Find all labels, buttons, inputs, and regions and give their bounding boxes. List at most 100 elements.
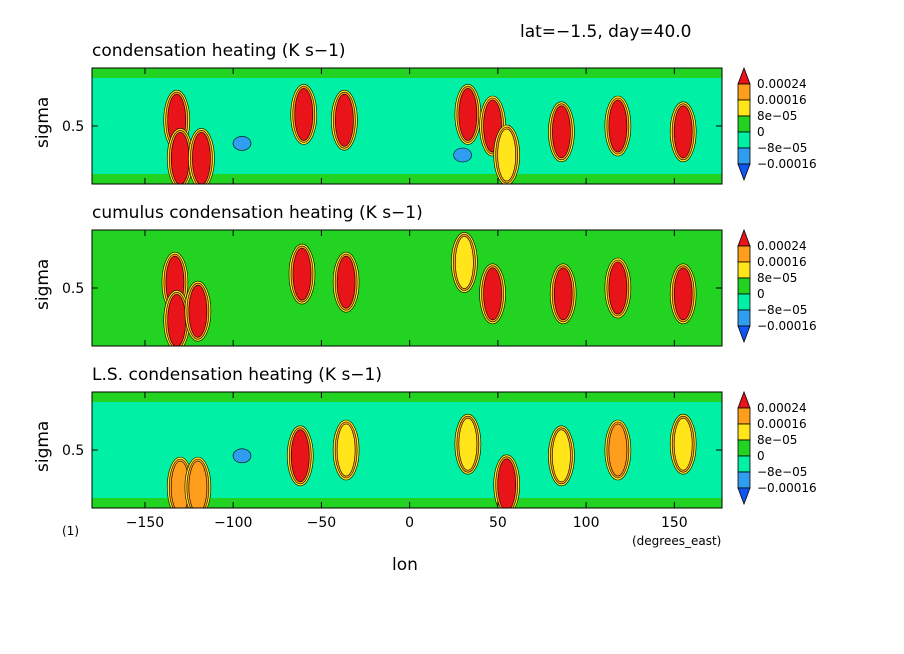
figure-header: lat=−1.5, day=40.0 <box>520 22 692 42</box>
colorbar-label: 0 <box>757 287 765 301</box>
heatmap-blob <box>479 263 506 325</box>
colorbar-legend: 0.00024 0.00016 8e−05 0 −8e−05 −0.00016 <box>737 66 817 182</box>
colorbar-label: 8e−05 <box>757 433 797 447</box>
footnote-label: (1) <box>62 524 79 538</box>
colorbar-label: −0.00016 <box>757 319 817 333</box>
colorbar-swatch <box>737 115 751 133</box>
colorbar-label: −8e−05 <box>757 465 807 479</box>
colorbar-label: 0.00024 <box>757 401 807 415</box>
x-tick-labels: −150 −100 −50 0 50 100 150 <box>126 515 688 531</box>
colorbar-swatch <box>737 471 751 489</box>
panel-2: cumulus condensation heating (K s−1) sigm… <box>33 203 817 347</box>
colorbar-swatch <box>737 261 751 279</box>
y-axis-label: sigma <box>33 97 53 148</box>
x-tick-label: −150 <box>126 515 164 531</box>
colorbar-swatch <box>737 83 751 101</box>
panel-title: condensation heating (K s−1) <box>92 41 346 61</box>
heatmap-blob <box>163 89 191 151</box>
heatmap-blob <box>604 95 632 157</box>
panel-3: L.S. condensation heating (K s−1) sigma 0.… <box>33 365 817 509</box>
heatmap-blob <box>454 84 482 145</box>
x-tick-label: 0 <box>405 515 414 531</box>
y-axis-label: sigma <box>33 259 53 310</box>
heatmap-blob <box>332 419 360 481</box>
colorbar-label: 0.00024 <box>757 77 807 91</box>
y-tick-label: 0.5 <box>62 281 84 297</box>
colorbar-label: −8e−05 <box>757 303 807 317</box>
colorbar-swatch <box>737 293 751 311</box>
panel-1: condensation heating (K s−1) sigma 0.5 0.00… <box>33 41 817 185</box>
colorbar-swatch <box>737 147 751 165</box>
colorbar-label: 0.00016 <box>757 417 807 431</box>
heatmap-blob <box>332 251 360 313</box>
heatmap-blob <box>453 147 472 163</box>
heatmap-blob <box>548 101 575 163</box>
colorbar-label: 0.00016 <box>757 93 807 107</box>
heatmap-blob <box>163 290 191 346</box>
colorbar-label: 0.00016 <box>757 255 807 269</box>
x-tick-label: 50 <box>489 515 507 531</box>
colorbar-swatch <box>737 309 751 327</box>
heatmap-blob <box>232 448 252 464</box>
y-tick-label: 0.5 <box>62 443 84 459</box>
heatmap-field <box>92 392 722 508</box>
heatmap-blob <box>451 232 478 293</box>
colorbar-swatch <box>737 487 751 506</box>
x-tick-label: 150 <box>661 515 688 531</box>
heatmap-blob <box>604 257 632 319</box>
x-units-label: (degrees_east) <box>632 534 721 548</box>
heatmap-band-bottom <box>92 174 722 184</box>
colorbar-label: −0.00016 <box>757 157 817 171</box>
colorbar-swatch <box>737 325 751 344</box>
colorbar-label: 0 <box>757 449 765 463</box>
colorbar-swatch <box>737 390 751 409</box>
heatmap-field <box>92 68 722 184</box>
heatmap-blob <box>669 413 697 475</box>
colorbar-swatch <box>737 455 751 473</box>
colorbar-label: 0.00024 <box>757 239 807 253</box>
colorbar-swatch <box>737 228 751 247</box>
x-tick-label: 100 <box>573 515 600 531</box>
heatmap-blob <box>184 456 212 508</box>
heatmap-band-top <box>92 68 722 78</box>
heatmap-blob <box>232 136 252 151</box>
heatmap-blob <box>669 263 697 325</box>
y-axis-label: sigma <box>33 421 53 472</box>
heatmap-blob <box>288 243 316 305</box>
heatmap-blob <box>184 280 212 342</box>
heatmap-blob <box>454 413 482 475</box>
colorbar-swatch <box>737 407 751 425</box>
colorbar-swatch <box>737 423 751 441</box>
colorbar-swatch <box>737 163 751 182</box>
heatmap-blob <box>286 425 314 487</box>
colorbar-swatch <box>737 66 751 85</box>
heatmap-field <box>92 230 722 346</box>
heatmap-blob <box>604 419 632 481</box>
heatmap-blob <box>331 89 358 151</box>
heatmap-band-top <box>92 392 722 402</box>
colorbar-legend: 0.00024 0.00016 8e−05 0 −8e−05 −0.00016 <box>737 228 817 344</box>
colorbar-swatch <box>737 439 751 457</box>
colorbar-label: −8e−05 <box>757 141 807 155</box>
heatmap-blob <box>493 124 521 184</box>
colorbar-label: 8e−05 <box>757 109 797 123</box>
colorbar-legend: 0.00024 0.00016 8e−05 0 −8e−05 −0.00016 <box>737 390 817 506</box>
x-tick-label: −50 <box>307 515 337 531</box>
colorbar-label: 0 <box>757 125 765 139</box>
x-axis-label: lon <box>392 555 418 575</box>
panels: condensation heating (K s−1) sigma 0.5 0.00… <box>33 41 817 509</box>
heatmap-blob <box>166 128 194 184</box>
heatmap-blob <box>548 425 575 487</box>
colorbar-label: −0.00016 <box>757 481 817 495</box>
heatmap-blob <box>493 454 521 508</box>
x-tick-label: −100 <box>214 515 252 531</box>
heatmap-blob <box>188 128 215 184</box>
panel-title: cumulus condensation heating (K s−1) <box>92 203 423 223</box>
heatmap-blob <box>669 101 697 163</box>
colorbar-swatch <box>737 245 751 263</box>
colorbar-swatch <box>737 131 751 149</box>
colorbar-swatch <box>737 99 751 117</box>
colorbar-swatch <box>737 277 751 295</box>
y-tick-label: 0.5 <box>62 119 84 135</box>
